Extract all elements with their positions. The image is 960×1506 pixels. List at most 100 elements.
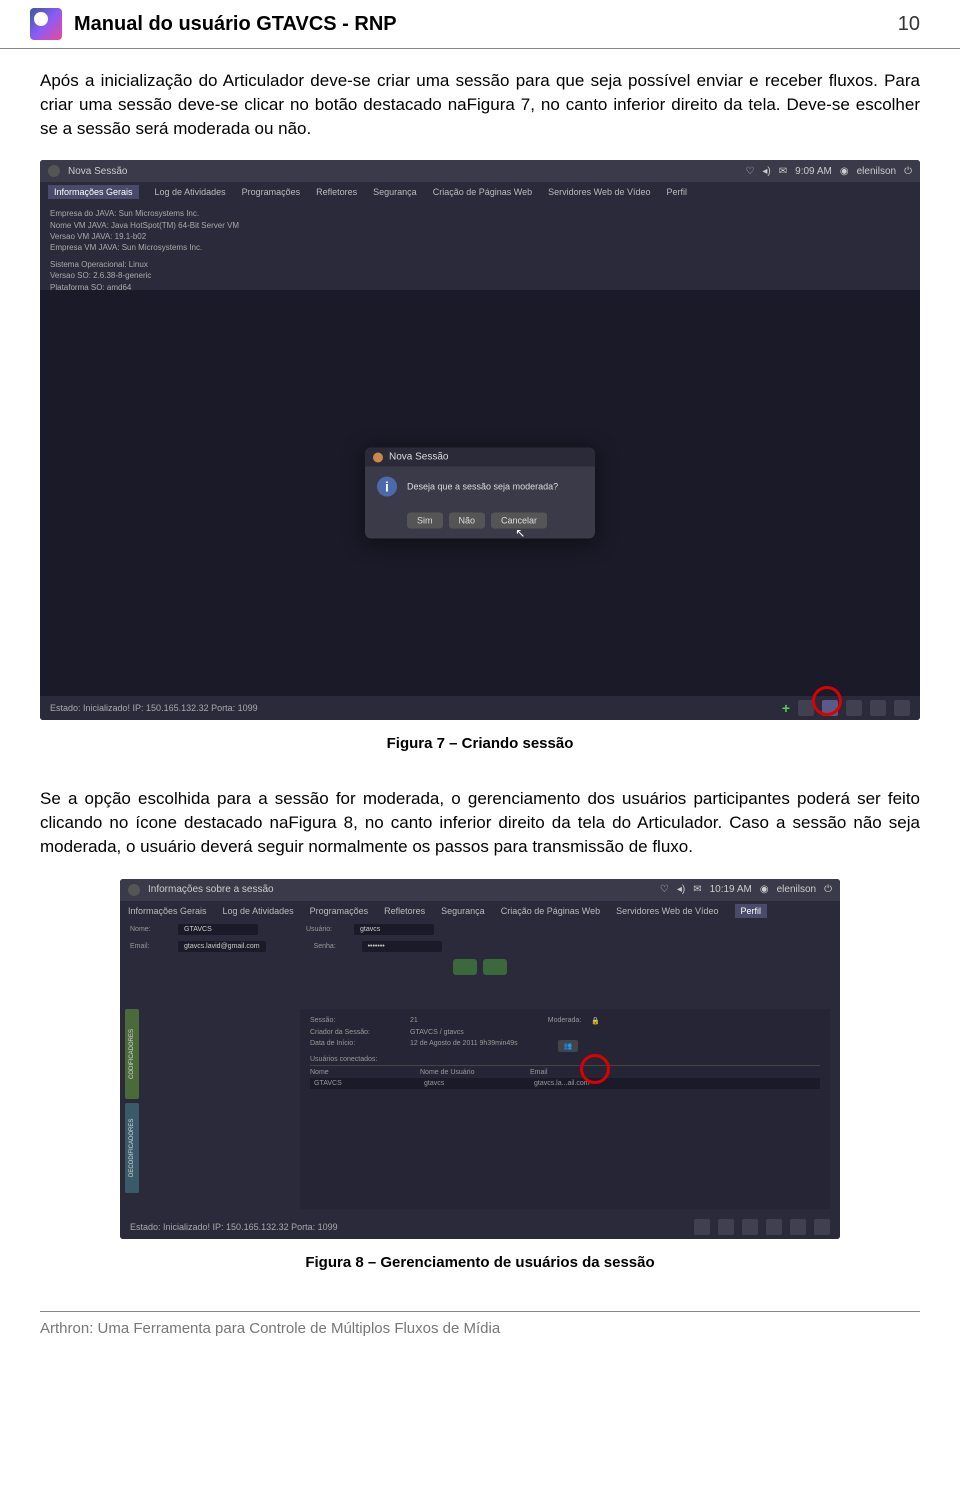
refresh-button[interactable]	[453, 959, 477, 975]
modal-nova-sessao: Nova Sessão i Deseja que a sessão seja m…	[365, 448, 595, 539]
field-email[interactable]: gtavcs.lavid@gmail.com	[178, 941, 266, 952]
tab-programacoes[interactable]: Programações	[310, 906, 369, 916]
tab-refletores[interactable]: Refletores	[316, 187, 357, 197]
modal-close-icon[interactable]	[373, 452, 383, 462]
window-titlebar: Informações sobre a sessão ♡ ◂) ✉ 10:19 …	[120, 879, 840, 901]
toolbar-icon[interactable]	[790, 1219, 806, 1235]
tab-paginas-web[interactable]: Criação de Páginas Web	[501, 906, 600, 916]
page-number: 10	[898, 13, 920, 36]
cursor-icon: ↖	[515, 526, 525, 540]
info-icon: i	[377, 477, 397, 497]
power-icon[interactable]: ⏻	[904, 166, 912, 177]
label-nome: Nome:	[130, 926, 170, 933]
window-title: Nova Sessão	[68, 166, 127, 177]
tab-servidores[interactable]: Servidores Web de Vídeo	[616, 906, 718, 916]
info-line: Versao VM JAVA: 19.1-b02	[50, 231, 910, 242]
screenshot-figura-8: Informações sobre a sessão ♡ ◂) ✉ 10:19 …	[120, 879, 840, 1239]
sound-icon: ◂)	[677, 884, 685, 895]
add-session-icon[interactable]: +	[782, 700, 790, 716]
mail-icon: ✉	[693, 884, 701, 895]
field-usuario[interactable]: gtavcs	[354, 924, 434, 935]
table-cell: GTAVCS	[314, 1080, 414, 1087]
tab-refletores[interactable]: Refletores	[384, 906, 425, 916]
info-line: Versao SO: 2.6.38-8-generic	[50, 270, 910, 281]
lock-icon: 🔒	[591, 1017, 600, 1025]
username: elenilson	[777, 884, 816, 895]
table-header-usuario: Nome de Usuário	[420, 1069, 520, 1076]
tab-seguranca[interactable]: Segurança	[441, 906, 485, 916]
label-senha: Senha:	[314, 943, 354, 950]
toolbar-icon[interactable]	[814, 1219, 830, 1235]
sound-icon: ◂)	[762, 166, 770, 177]
content-area: Nova Sessão i Deseja que a sessão seja m…	[40, 290, 920, 696]
tab-programacoes[interactable]: Programações	[242, 187, 301, 197]
tab-servidores[interactable]: Servidores Web de Vídeo	[548, 187, 650, 197]
toolbar-icon[interactable]	[870, 700, 886, 716]
user-icon: ◉	[760, 884, 769, 895]
modal-titlebar: Nova Sessão	[365, 448, 595, 467]
status-bar: Estado: Inicializado! IP: 150.165.132.32…	[40, 696, 920, 720]
label-criador: Criador da Sessão:	[310, 1029, 400, 1036]
info-line: Sistema Operacional: Linux	[50, 259, 910, 270]
window-titlebar: Nova Sessão ♡ ◂) ✉ 9:09 AM ◉ elenilson ⏻	[40, 160, 920, 182]
screenshot-figura-7: Nova Sessão ♡ ◂) ✉ 9:09 AM ◉ elenilson ⏻…	[40, 160, 920, 720]
mail-icon: ✉	[779, 166, 787, 177]
tab-bar: Informações Gerais Log de Atividades Pro…	[40, 182, 920, 202]
tab-log[interactable]: Log de Atividades	[223, 906, 294, 916]
status-bar: Estado: Inicializado! IP: 150.165.132.32…	[120, 1215, 840, 1239]
info-line: Empresa do JAVA: Sun Microsystems Inc.	[50, 208, 910, 219]
label-email: Email:	[130, 943, 170, 950]
wifi-icon: ♡	[745, 166, 754, 177]
action-button[interactable]	[483, 959, 507, 975]
modal-title-text: Nova Sessão	[389, 452, 448, 463]
user-icon: ◉	[840, 166, 849, 177]
value-criador: GTAVCS / gtavcs	[410, 1029, 464, 1036]
clock-time: 9:09 AM	[795, 166, 832, 177]
label-usuario: Usuário:	[306, 926, 346, 933]
tab-log[interactable]: Log de Atividades	[155, 187, 226, 197]
sim-button[interactable]: Sim	[407, 513, 443, 529]
toolbar-icon[interactable]	[894, 700, 910, 716]
side-tab-codificadores[interactable]: CODIFICADORES	[125, 1009, 139, 1099]
tab-paginas-web[interactable]: Criação de Páginas Web	[433, 187, 532, 197]
table-cell: gtavcs	[424, 1080, 524, 1087]
info-line: Empresa VM JAVA: Sun Microsystems Inc.	[50, 242, 910, 253]
caption-figura-7: Figura 7 – Criando sessão	[0, 735, 960, 752]
label-moderada: Moderada:	[548, 1017, 581, 1025]
table-cell: gtavcs.la...ail.com	[534, 1080, 590, 1087]
power-icon[interactable]: ⏻	[824, 884, 832, 895]
nao-button[interactable]: Não	[449, 513, 486, 529]
tab-informacoes[interactable]: Informações Gerais	[128, 906, 207, 916]
value-sessao: 21	[410, 1017, 418, 1025]
table-header-email: Email	[530, 1069, 548, 1076]
toolbar-icon[interactable]	[694, 1219, 710, 1235]
logo-icon	[30, 8, 62, 40]
tab-perfil[interactable]: Perfil	[735, 904, 768, 918]
users-icon[interactable]: 👥	[558, 1040, 579, 1052]
close-icon[interactable]	[128, 884, 140, 896]
side-tab-decodificadores[interactable]: DECODIFICADORES	[125, 1103, 139, 1193]
info-line: Nome VM JAVA: Java HotSpot(TM) 64-Bit Se…	[50, 220, 910, 231]
tab-seguranca[interactable]: Segurança	[373, 187, 417, 197]
label-data-inicio: Data de Início:	[310, 1040, 400, 1052]
doc-footer: Arthron: Uma Ferramenta para Controle de…	[40, 1311, 920, 1345]
toolbar-icon[interactable]	[766, 1219, 782, 1235]
toolbar-icon[interactable]	[742, 1219, 758, 1235]
doc-header: Manual do usuário GTAVCS - RNP 10	[0, 0, 960, 49]
field-senha[interactable]: •••••••	[362, 941, 442, 952]
status-text: Estado: Inicializado! IP: 150.165.132.32…	[130, 1222, 338, 1232]
session-info-panel: Sessão: 21 Moderada: 🔒 Criador da Sessão…	[300, 1009, 830, 1209]
tab-informacoes[interactable]: Informações Gerais	[48, 185, 139, 199]
system-info-panel: Empresa do JAVA: Sun Microsystems Inc. N…	[40, 202, 920, 298]
value-data-inicio: 12 de Agosto de 2011 9h39min49s	[410, 1040, 518, 1052]
toolbar-icon[interactable]	[718, 1219, 734, 1235]
field-nome[interactable]: GTAVCS	[178, 924, 258, 935]
toolbar-icon[interactable]	[846, 700, 862, 716]
status-text: Estado: Inicializado! IP: 150.165.132.32…	[50, 703, 258, 713]
username: elenilson	[857, 166, 896, 177]
tab-perfil[interactable]: Perfil	[667, 187, 688, 197]
close-icon[interactable]	[48, 165, 60, 177]
highlight-circle	[580, 1054, 610, 1084]
label-usuarios: Usuários conectados:	[310, 1056, 400, 1063]
window-title: Informações sobre a sessão	[148, 884, 274, 895]
